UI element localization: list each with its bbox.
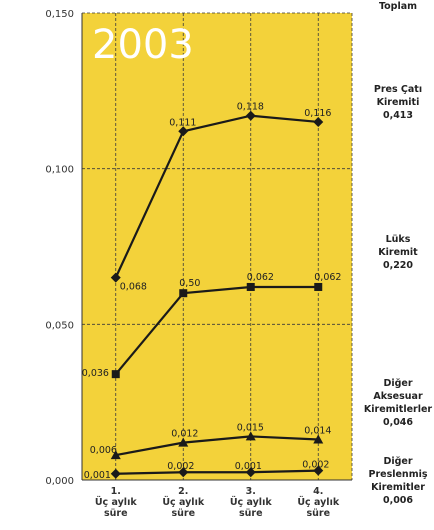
x-tick-label: 2. (178, 486, 188, 497)
x-tick-label: Üç aylık (297, 497, 339, 508)
series-side-label: Kiremitlerler (364, 404, 433, 415)
data-point-triangle (110, 450, 121, 460)
series-side-label: Kiremit (378, 247, 418, 258)
data-label: 0,001 (235, 461, 262, 472)
y-tick-label: 0,050 (45, 320, 74, 331)
series-side-label: Kiremiti (377, 97, 420, 108)
series-side-label: Diğer (383, 456, 412, 467)
series-side-label: Lüks (386, 234, 411, 245)
plot-background (82, 13, 352, 480)
year-label: 2003 (92, 22, 194, 68)
series-side-label: Kiremitler (371, 482, 425, 493)
y-tick-label: 0,000 (45, 476, 74, 487)
data-label: 0,062 (247, 272, 274, 283)
data-point-diamond (245, 110, 256, 121)
data-point-diamond (178, 126, 189, 137)
series-line (115, 469, 319, 475)
x-tick-label: süre (104, 508, 128, 519)
x-tick-label: süre (239, 508, 263, 519)
series-side-label: 0,046 (383, 417, 413, 428)
x-tick-label: süre (171, 508, 195, 519)
data-label: 0,062 (314, 272, 341, 283)
series-side-label: 0,006 (383, 495, 413, 506)
series-line (114, 285, 319, 375)
data-point-diamond (178, 467, 189, 478)
data-point-diamond (110, 468, 121, 479)
x-tick-label: 3. (246, 486, 256, 497)
data-point-square (111, 370, 120, 379)
y-tick-label: 0,100 (45, 165, 74, 176)
data-label: 0,006 (90, 445, 117, 456)
x-tick-label: Üç aylık (95, 497, 137, 508)
x-tick-label: Üç aylık (230, 497, 272, 508)
data-label: 0,001 (84, 470, 111, 481)
data-label: 0,111 (169, 117, 196, 128)
series-line (114, 114, 319, 279)
data-point-diamond (313, 116, 324, 127)
data-point-square (179, 289, 188, 298)
data-label: 0,036 (82, 368, 109, 379)
data-label: 0,014 (304, 426, 331, 437)
series-side-label: 0,220 (383, 260, 413, 271)
data-point-triangle (178, 437, 189, 447)
series-side-label: Diğer (383, 378, 412, 389)
data-point-triangle (245, 431, 256, 441)
data-point-square (246, 282, 255, 291)
series-side-label: Aksesuar (373, 391, 423, 402)
data-label: 0,002 (302, 460, 329, 471)
data-label: 0,118 (237, 102, 264, 113)
data-label: 0,50 (179, 278, 200, 289)
data-point-diamond (110, 272, 121, 283)
x-tick-label: 4. (313, 486, 323, 497)
data-label: 0,068 (120, 282, 147, 293)
series-line (115, 435, 319, 457)
x-tick-label: süre (306, 508, 330, 519)
data-label: 0,015 (237, 422, 264, 433)
x-tick-label: Üç aylık (162, 497, 204, 508)
data-point-triangle (313, 434, 324, 444)
y-tick-label: 0,150 (45, 9, 74, 20)
data-point-diamond (245, 467, 256, 478)
x-tick-label: 1. (111, 486, 121, 497)
data-label: 0,116 (304, 108, 331, 119)
series-side-label: Pres Çatı (374, 84, 422, 95)
series-side-label: 0,413 (383, 110, 413, 121)
data-label: 0,012 (171, 429, 198, 440)
series-side-label: Toplam (379, 1, 417, 12)
series-side-label: Preslenmiş (368, 469, 427, 480)
data-point-diamond (313, 465, 324, 476)
data-label: 0,002 (167, 461, 194, 472)
data-point-square (314, 282, 323, 291)
